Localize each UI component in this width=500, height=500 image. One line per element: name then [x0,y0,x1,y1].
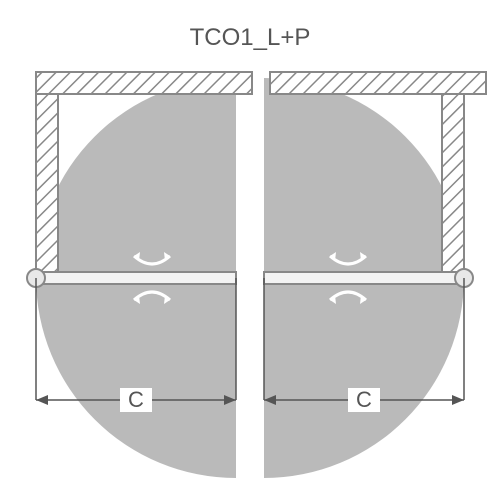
wall-frame-v [442,72,464,278]
wall-frame-h [270,72,486,94]
dim-label: C [356,387,372,412]
dim-label: C [128,387,144,412]
dim-arrowhead-icon [36,395,48,405]
wall-frame-v [36,72,58,278]
diagram-svg: CC [0,0,500,500]
dim-arrowhead-icon [452,395,464,405]
door-leaf [264,272,464,284]
wall-frame-h [36,72,252,94]
door-leaf [36,272,236,284]
